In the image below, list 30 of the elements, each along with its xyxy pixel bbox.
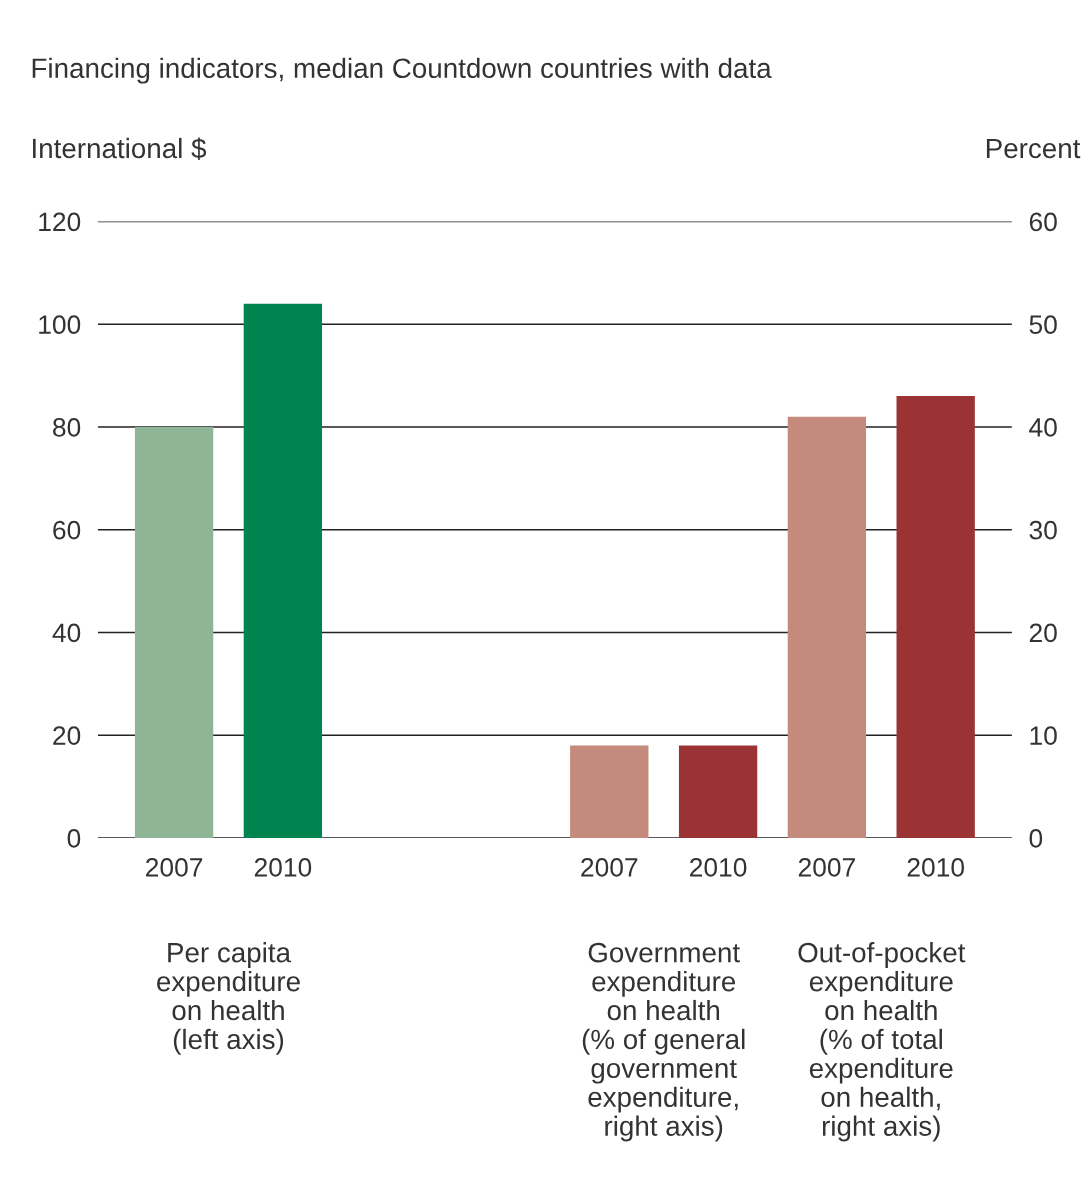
text: Per capita expenditure on health (left axis) [157, 942, 300, 1055]
y2-tick-label: 40 [1029, 418, 1057, 437]
y-tick-label: 80 [53, 418, 81, 437]
bar [570, 745, 649, 838]
bar [678, 745, 758, 838]
y-tick-label: 120 [39, 212, 81, 232]
y2-axis-title: Percent [986, 138, 1081, 159]
x-tick-label: 2010 [690, 858, 747, 877]
bar [896, 396, 975, 838]
y2-tick-label: 60 [1029, 212, 1057, 232]
y-tick-label: 60 [53, 520, 81, 540]
y2-tick-label: 30 [1029, 520, 1057, 540]
y-tick-label: 40 [52, 623, 81, 643]
x-tick-label: 2010 [907, 858, 964, 877]
y2-tick-label: 20 [1029, 623, 1057, 643]
x-tick-label: 2007 [146, 858, 203, 877]
x-tick-label: 2007 [798, 858, 855, 877]
y2-tick-label: 10 [1030, 726, 1057, 745]
y-axis-title: International $ [33, 137, 207, 160]
y-tick-label: 0 [67, 829, 81, 848]
text: Government expenditure on health (% of general government expenditure, right axis) [582, 942, 745, 1142]
x-tick-label: 2007 [581, 858, 638, 877]
y-tick-label: 100 [39, 315, 81, 335]
chart-title: Financing indicators, median Countdown countries with data [32, 57, 772, 84]
y-tick-label: 20 [53, 726, 81, 745]
text: Out-of-pocket expenditure on health (% of total expenditure on health, right axis) [798, 942, 966, 1142]
bar [787, 416, 867, 838]
y2-tick-label: 50 [1029, 315, 1057, 335]
x-tick-label: 2010 [254, 858, 312, 877]
y2-tick-label: 0 [1029, 829, 1043, 848]
